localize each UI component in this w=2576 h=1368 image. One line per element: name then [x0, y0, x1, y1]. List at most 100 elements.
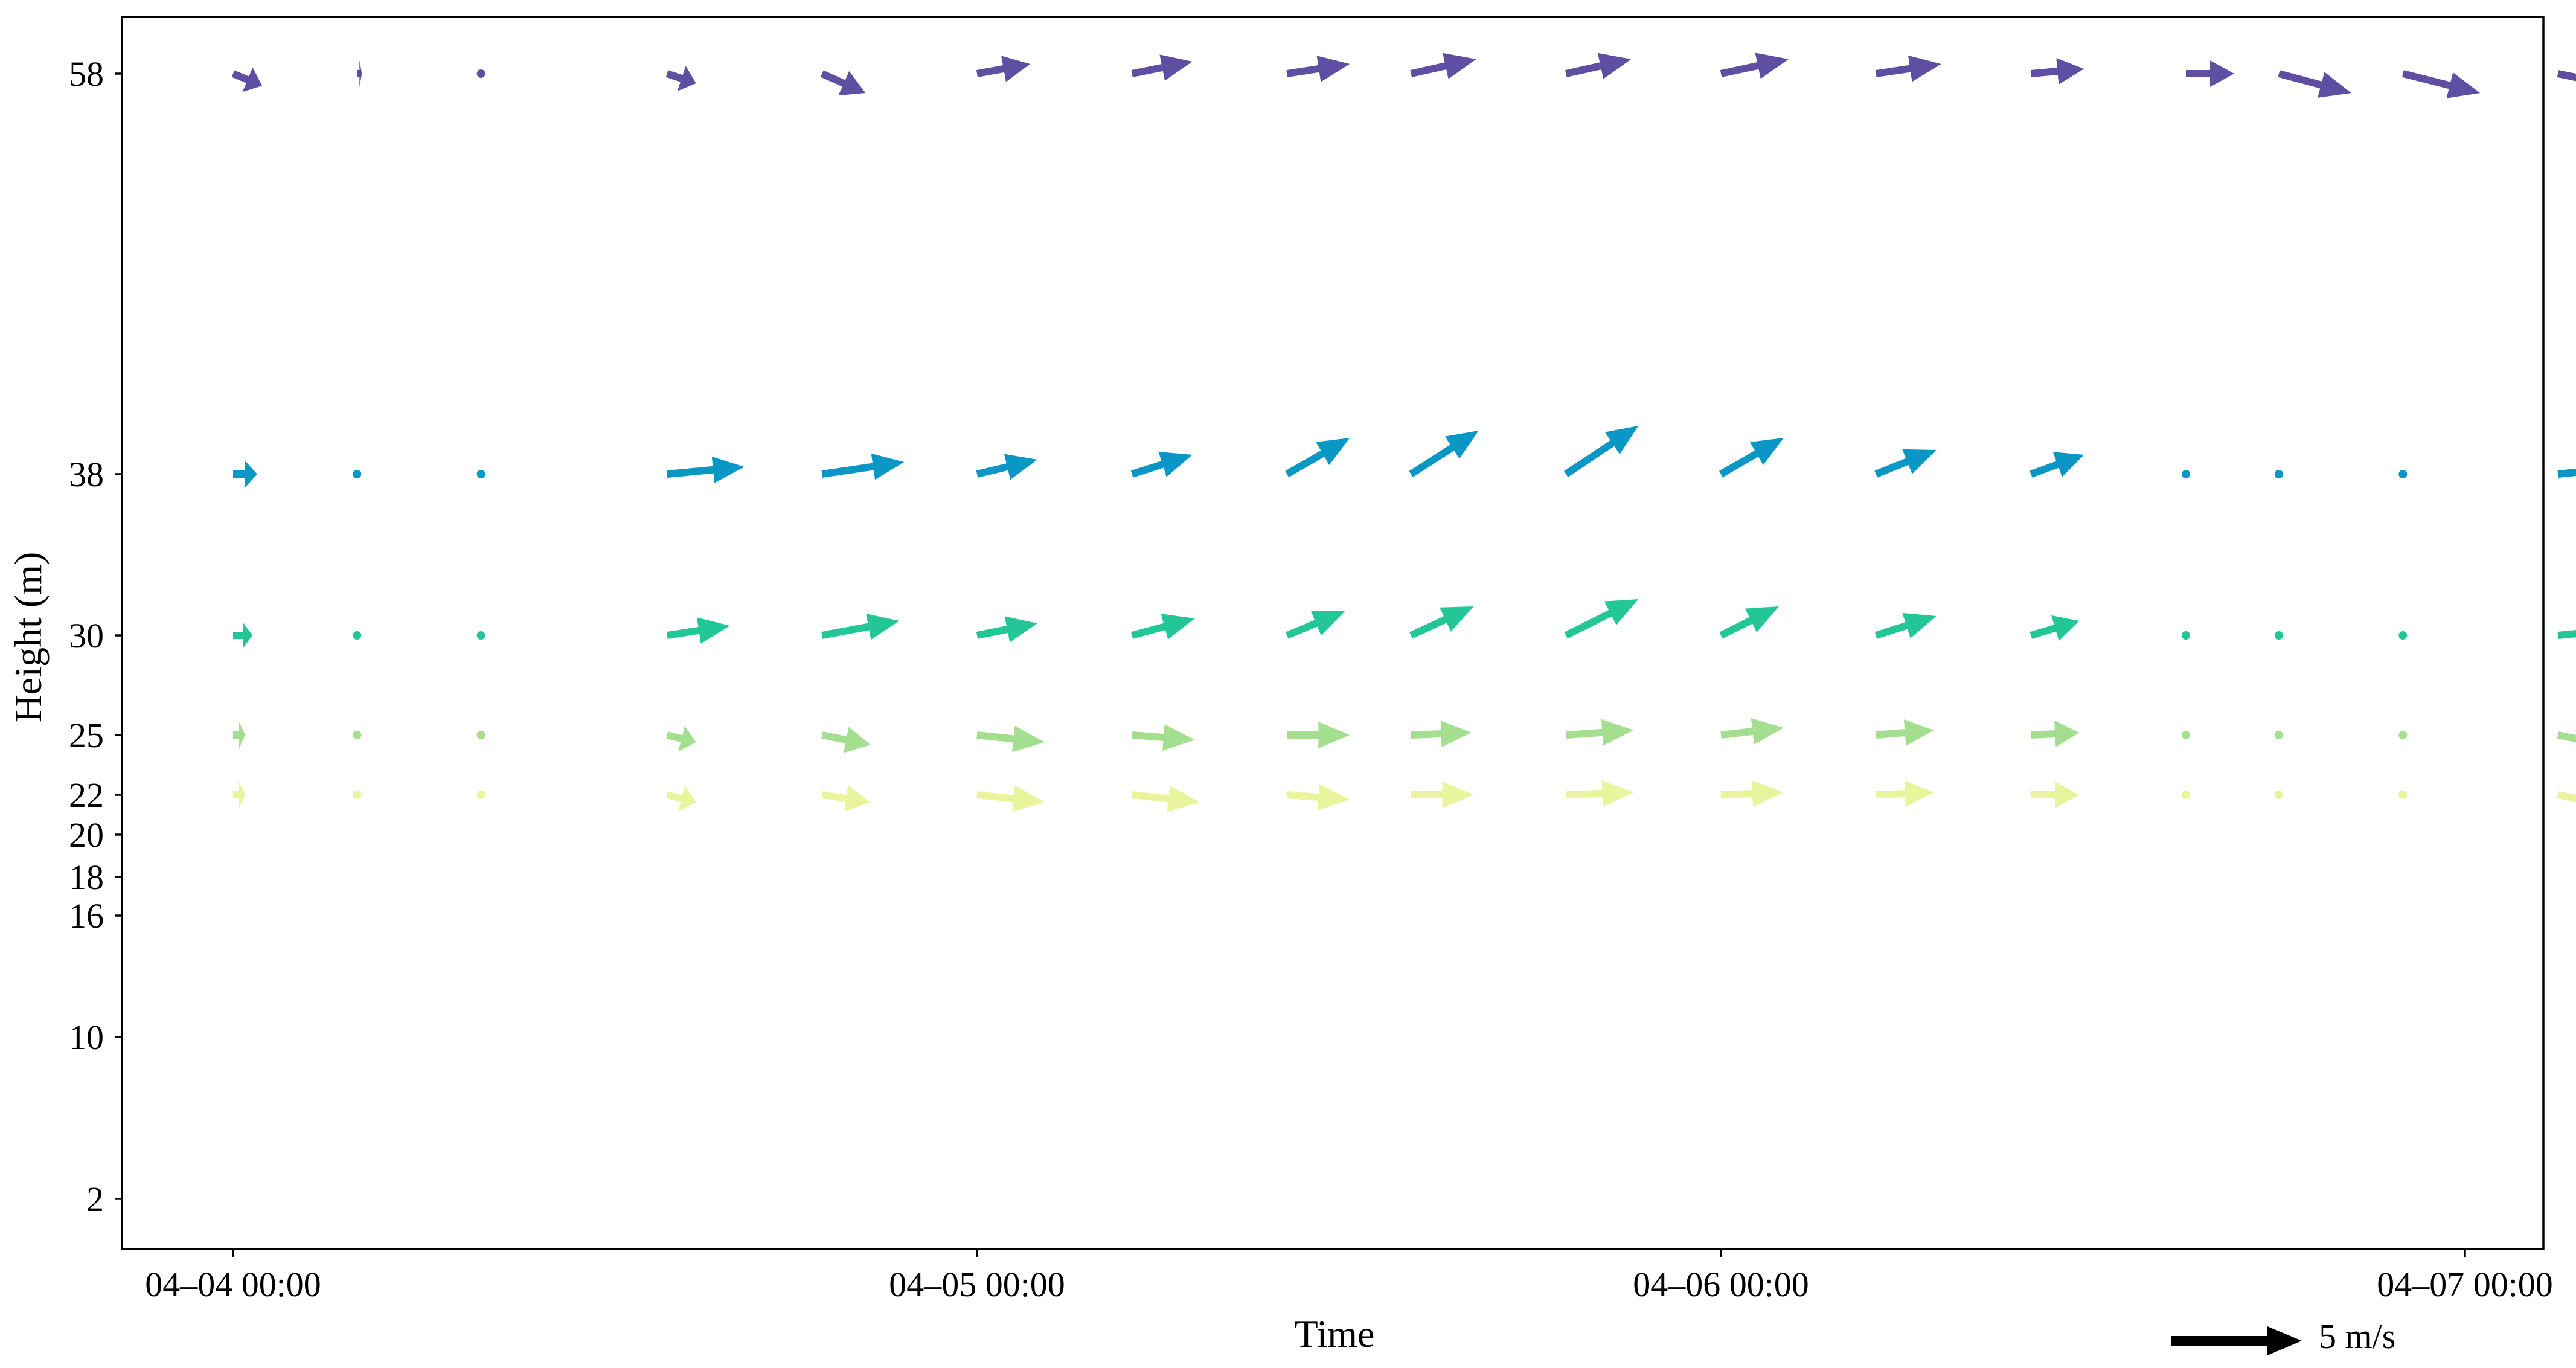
wind-arrow-38m-shape [1130, 451, 1193, 478]
wind-arrow-58m-shape [1565, 53, 1632, 79]
wind-arrow-58m [665, 66, 696, 91]
wind-arrow-38m [667, 456, 745, 483]
wind-arrow-25m-shape [666, 725, 696, 752]
wind-arrow-30m [666, 617, 730, 644]
wind-arrow-58m-shape [1875, 55, 1941, 82]
wind-arrow-58m-shape [976, 56, 1030, 82]
wind-arrow-58m-shape [665, 66, 696, 91]
wind-arrow-58m [2278, 70, 2351, 98]
wind-arrow-30m-shape [1874, 612, 1937, 639]
wind-arrow-58m [2401, 70, 2481, 98]
y-tick-label: 10 [69, 1018, 104, 1057]
quiver-key-label: 5 m/s [2319, 1317, 2395, 1356]
wind-arrow-58m [357, 60, 362, 87]
wind-arrow-22m [2182, 791, 2190, 799]
x-axis-label: Time [1295, 1312, 1375, 1355]
wind-arrow-25m-shape [1876, 719, 1934, 746]
wind-arrow-25m [2031, 721, 2080, 747]
wind-arrow-30m [233, 622, 252, 649]
wind-arrow-58m [2030, 58, 2084, 85]
wind-arrow-22m [1720, 780, 1784, 807]
wind-arrow-38m-shape [233, 461, 257, 487]
y-tick-label: 58 [69, 54, 104, 94]
wind-arrow-30m [1131, 614, 1195, 640]
wind-arrow-25m [476, 731, 485, 739]
wind-arrow-30m-shape [2557, 630, 2576, 639]
y-axis-label: Height (m) [7, 552, 50, 723]
wind-arrow-25m [2557, 731, 2576, 743]
wind-arrow-30m [1286, 611, 1345, 639]
wind-arrow-22m [1876, 780, 1934, 807]
wind-arrow-30m-shape [1409, 606, 1474, 639]
wind-arrow-30m [2398, 631, 2408, 640]
wind-arrow-25m [1411, 721, 1472, 747]
wind-arrow-25m [1720, 718, 1784, 745]
wind-arrow-58m [2557, 70, 2576, 82]
wind-arrow-58m [1131, 54, 1193, 81]
wind-arrow-25m-shape [233, 722, 245, 748]
wind-arrow-38m-dot [476, 470, 485, 478]
wind-arrow-38m [2182, 470, 2190, 478]
wind-arrow-22m-dot [2275, 791, 2283, 799]
wind-arrow-22m [1566, 780, 1634, 807]
wind-arrow-58m-shape [1286, 56, 1350, 82]
wind-arrow-38m [976, 454, 1037, 480]
wind-arrow-22m-dot [353, 791, 362, 799]
wind-arrow-58m [1720, 53, 1789, 79]
plot-area-frame [121, 16, 2545, 1250]
wind-arrow-30m-shape [666, 617, 730, 644]
wind-arrow-38m-dot [2182, 470, 2190, 478]
wind-arrow-30m [2275, 631, 2283, 640]
wind-arrow-22m [821, 785, 871, 812]
wind-arrow-38m-dot [2275, 470, 2283, 478]
wind-arrow-30m [1719, 606, 1779, 639]
wind-arrow-58m-shape [2401, 70, 2481, 98]
wind-arrow-38m [2398, 470, 2408, 478]
wind-arrow-22m [2031, 782, 2080, 808]
wind-arrow-25m [2275, 731, 2283, 739]
wind-arrow-58m [820, 70, 866, 96]
wind-arrow-38m [476, 470, 485, 478]
wind-arrow-38m [2557, 468, 2576, 478]
wind-arrow-30m-dot [2275, 631, 2283, 640]
wind-arrow-22m-shape [2031, 782, 2080, 808]
wind-arrow-38m [821, 453, 905, 480]
wind-arrow-25m-dot [353, 731, 362, 739]
wind-arrow-58m [1286, 56, 1350, 82]
wind-arrow-38m-shape [2030, 452, 2084, 478]
wind-arrow-30m [476, 631, 485, 640]
wind-arrow-25m [1287, 722, 1350, 748]
y-tick-label: 22 [69, 776, 104, 815]
wind-arrow-22m [233, 782, 245, 808]
wind-arrow-22m-shape [1876, 780, 1934, 807]
wind-arrow-22m-shape [976, 785, 1045, 812]
wind-arrow-58m-shape [820, 70, 866, 96]
wind-arrow-38m [1409, 431, 1479, 477]
wind-arrow-22m [1411, 782, 1474, 808]
wind-arrow-25m [2182, 731, 2190, 739]
wind-arrow-25m-shape [1720, 718, 1784, 745]
wind-arrow-38m [233, 461, 257, 487]
x-tick-label: 04–05 00:00 [889, 1265, 1065, 1304]
x-tick-label: 04–07 00:00 [2377, 1265, 2553, 1304]
wind-arrow-58m [1565, 53, 1632, 79]
wind-arrow-38m-shape [1409, 431, 1479, 477]
wind-arrow-25m [2398, 731, 2408, 739]
wind-arrow-30m-dot [2398, 631, 2408, 640]
wind-arrow-22m-dot [2182, 791, 2190, 799]
wind-arrow-30m [2182, 631, 2190, 640]
wind-arrow-25m-shape [2031, 721, 2080, 747]
wind-arrow-30m-shape [233, 622, 252, 649]
wind-arrow-25m-dot [2275, 731, 2283, 739]
wind-arrow-58m [2186, 60, 2234, 87]
wind-arrow-25m [1565, 719, 1634, 746]
wind-arrow-58m-shape [2557, 70, 2576, 82]
wind-arrow-58m-shape [1720, 53, 1789, 79]
wind-arrow-38m-shape [821, 453, 905, 480]
wind-arrow-25m-shape [1287, 722, 1350, 748]
wind-arrow-25m-shape [2557, 731, 2576, 743]
wind-arrow-25m [821, 727, 871, 753]
wind-arrow-30m-shape [1719, 606, 1779, 639]
wind-arrow-38m-shape [976, 454, 1037, 480]
